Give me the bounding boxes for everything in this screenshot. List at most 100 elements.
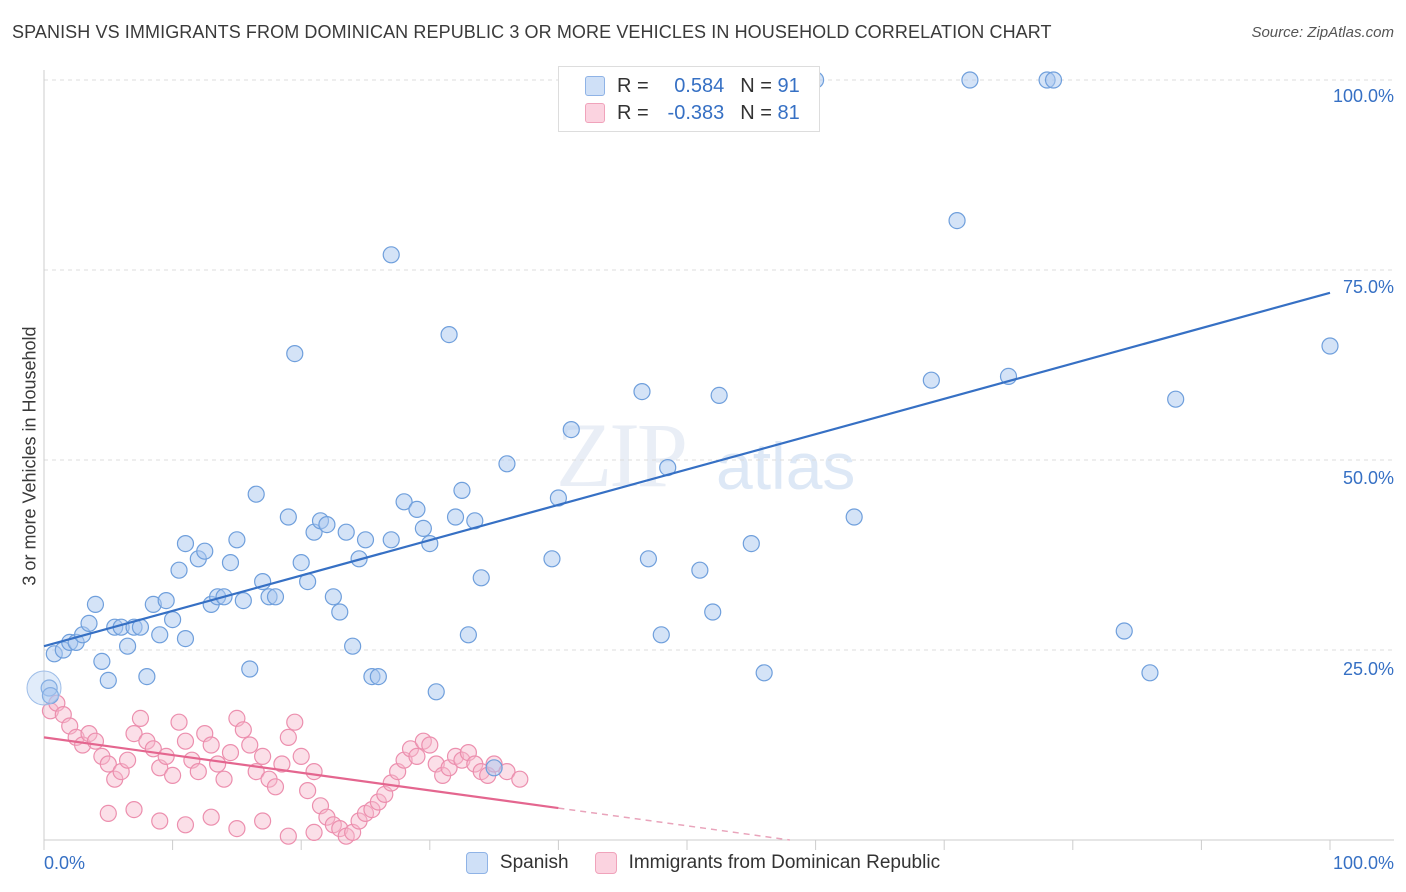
source-label: Source: ZipAtlas.com bbox=[1251, 24, 1394, 41]
legend-r-label: R = bbox=[617, 74, 649, 97]
data-point-spanish bbox=[164, 610, 182, 629]
data-point-dominican bbox=[125, 724, 143, 743]
legend-r-value: 0.584 bbox=[674, 74, 725, 97]
data-point-spanish bbox=[118, 637, 137, 655]
data-point-spanish bbox=[382, 246, 400, 264]
data-point-spanish bbox=[543, 550, 561, 568]
data-point-dominican bbox=[151, 812, 169, 830]
data-point-spanish bbox=[1141, 664, 1159, 682]
legend-n-label: N = bbox=[740, 101, 772, 124]
data-point-dominican bbox=[215, 770, 233, 788]
data-point-dominican bbox=[118, 751, 137, 769]
data-point-spanish bbox=[324, 588, 342, 606]
data-point-spanish bbox=[344, 637, 362, 655]
data-point-dominican bbox=[234, 721, 252, 739]
data-point-dominican bbox=[209, 755, 227, 773]
data-point-spanish bbox=[241, 660, 259, 678]
data-point-spanish bbox=[1044, 71, 1063, 89]
data-point-dominican bbox=[189, 762, 207, 781]
data-point-dominican bbox=[266, 778, 285, 796]
y-tick-100: 100.0% bbox=[1332, 86, 1394, 106]
data-point-spanish bbox=[176, 534, 195, 553]
data-point-dominican bbox=[254, 812, 272, 830]
data-point-spanish bbox=[369, 667, 387, 686]
data-point-spanish bbox=[691, 561, 709, 579]
y-tick-75: 75.0% bbox=[1342, 277, 1394, 297]
data-point-spanish bbox=[845, 508, 863, 526]
trendline-dominican bbox=[43, 736, 559, 810]
data-point-spanish bbox=[459, 626, 477, 644]
data-point-spanish bbox=[408, 500, 426, 518]
legend-r-value: -0.383 bbox=[667, 101, 725, 124]
data-point-spanish bbox=[228, 531, 246, 549]
legend-swatch-spanish bbox=[465, 852, 488, 874]
data-point-dominican bbox=[273, 755, 291, 773]
data-point-spanish bbox=[170, 561, 188, 579]
legend-label-spanish: Spanish bbox=[499, 852, 569, 873]
data-point-dominican bbox=[99, 804, 117, 823]
data-point-spanish bbox=[247, 485, 265, 503]
data-point-dominican bbox=[254, 747, 272, 766]
legend-swatch-blue bbox=[585, 76, 605, 96]
legend-n-label: N = bbox=[740, 74, 772, 97]
data-point-spanish bbox=[292, 553, 310, 572]
data-point-dominican bbox=[511, 770, 529, 788]
legend-row-spanish: R = 0.584 N = 91 bbox=[585, 73, 800, 99]
data-point-spanish bbox=[196, 542, 214, 560]
data-point-spanish bbox=[427, 683, 445, 701]
data-point-spanish bbox=[498, 455, 516, 473]
data-point-spanish bbox=[633, 383, 651, 401]
data-point-dominican bbox=[176, 732, 195, 750]
x-tick-left: 0.0% bbox=[44, 853, 86, 873]
data-point-spanish bbox=[562, 421, 580, 439]
data-point-spanish bbox=[279, 508, 297, 526]
data-point-spanish bbox=[151, 626, 169, 644]
legend-row-dominican: R = -0.383 N = 81 bbox=[585, 100, 800, 126]
data-point-spanish bbox=[710, 386, 728, 404]
data-point-dominican bbox=[241, 736, 259, 754]
legend-r-label: R = bbox=[617, 101, 649, 124]
data-point-dominican bbox=[86, 732, 105, 750]
y-tick-25: 25.0% bbox=[1342, 659, 1394, 679]
data-point-spanish bbox=[337, 523, 355, 541]
data-point-dominican bbox=[221, 743, 240, 762]
legend-item-spanish[interactable]: Spanish bbox=[465, 852, 569, 874]
data-point-spanish bbox=[318, 515, 336, 534]
data-point-dominican bbox=[176, 816, 195, 834]
data-point-dominican bbox=[228, 819, 246, 838]
legend-n-value: 91 bbox=[777, 74, 800, 97]
data-point-dominican bbox=[292, 747, 310, 766]
data-point-spanish bbox=[446, 508, 465, 526]
data-point-spanish bbox=[80, 614, 98, 633]
trendline-dominican-extension bbox=[558, 807, 790, 841]
data-point-spanish bbox=[176, 629, 195, 648]
data-point-spanish bbox=[1115, 622, 1133, 640]
data-point-dominican bbox=[299, 781, 317, 800]
data-point-spanish bbox=[453, 481, 471, 499]
data-point-spanish bbox=[221, 553, 240, 572]
data-point-dominican bbox=[157, 747, 175, 766]
trendline-spanish bbox=[43, 291, 1331, 648]
legend-swatch-dominican bbox=[594, 852, 617, 874]
data-point-spanish bbox=[1167, 390, 1185, 408]
data-point-dominican bbox=[286, 713, 304, 731]
data-point-dominican bbox=[279, 827, 297, 845]
legend-item-dominican[interactable]: Immigrants from Dominican Republic bbox=[594, 852, 940, 874]
data-point-spanish bbox=[652, 626, 670, 644]
data-point-spanish bbox=[86, 595, 105, 614]
data-point-spanish bbox=[549, 489, 568, 507]
data-point-spanish bbox=[440, 326, 458, 344]
data-point-spanish bbox=[742, 534, 760, 553]
data-point-dominican bbox=[99, 755, 117, 773]
data-point-spanish bbox=[755, 664, 773, 682]
data-point-spanish bbox=[93, 652, 111, 671]
data-point-spanish bbox=[266, 588, 285, 606]
data-point-spanish bbox=[331, 603, 349, 621]
data-point-dominican bbox=[164, 766, 182, 785]
chart-title: SPANISH VS IMMIGRANTS FROM DOMINICAN REP… bbox=[12, 22, 1052, 42]
data-point-spanish bbox=[99, 671, 117, 690]
data-point-spanish bbox=[472, 569, 490, 587]
data-point-spanish bbox=[948, 212, 966, 230]
data-point-spanish bbox=[485, 759, 503, 777]
legend-n-value: 81 bbox=[777, 101, 800, 124]
